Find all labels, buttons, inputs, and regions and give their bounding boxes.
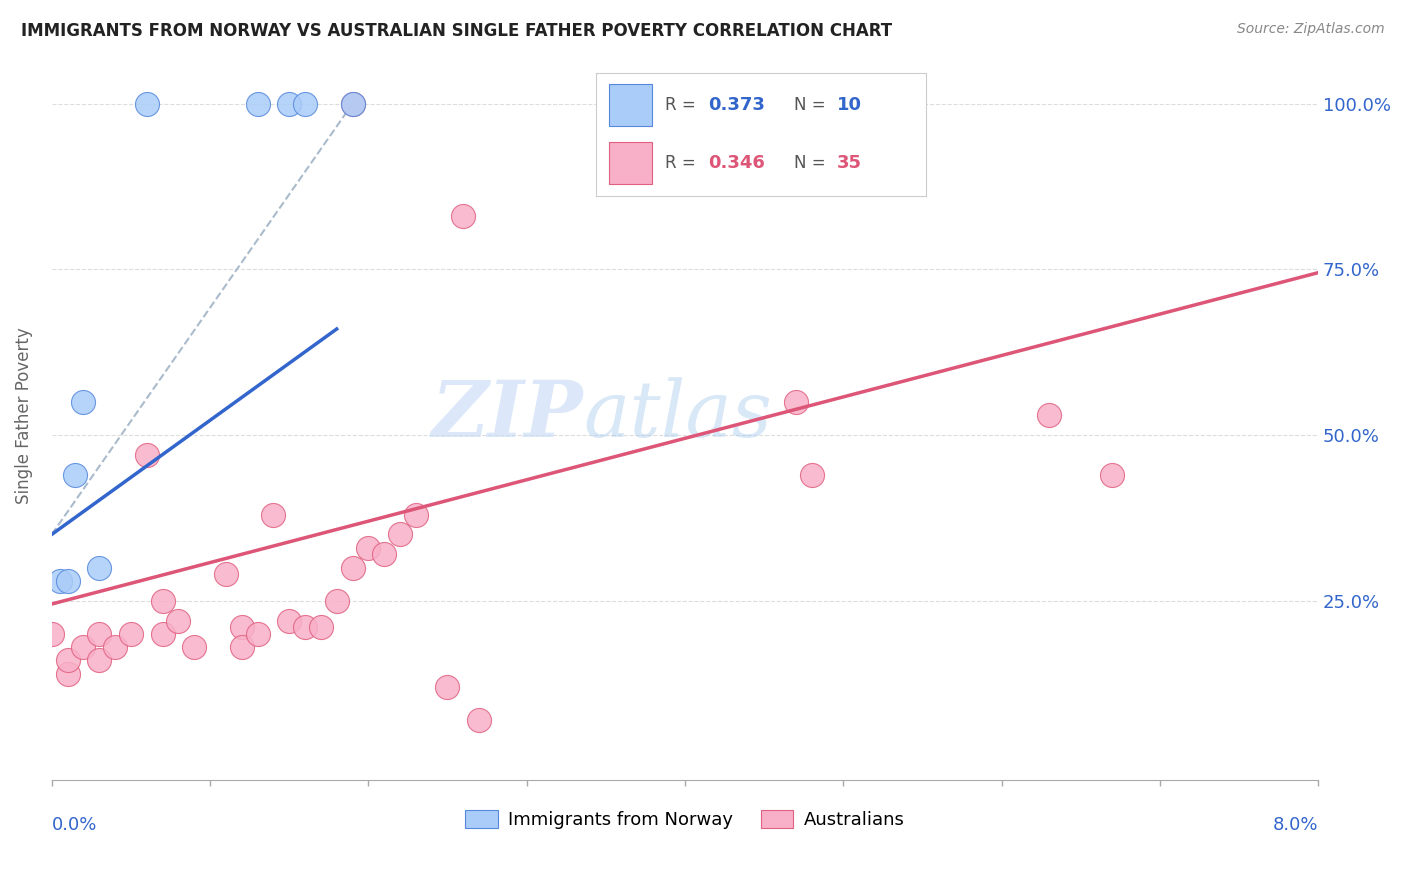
Point	[152, 627, 174, 641]
Point	[468, 713, 491, 727]
Point	[231, 640, 253, 654]
Point	[167, 614, 190, 628]
Point	[56, 666, 79, 681]
Point	[453, 210, 475, 224]
Point	[373, 547, 395, 561]
Point	[262, 508, 284, 522]
Point	[1038, 408, 1060, 422]
Point	[89, 560, 111, 574]
Point	[215, 567, 238, 582]
Point	[72, 395, 94, 409]
Point	[231, 620, 253, 634]
Point	[309, 620, 332, 634]
Point	[89, 653, 111, 667]
Point	[342, 96, 364, 111]
Point	[135, 96, 157, 111]
Point	[120, 627, 142, 641]
Text: IMMIGRANTS FROM NORWAY VS AUSTRALIAN SINGLE FATHER POVERTY CORRELATION CHART: IMMIGRANTS FROM NORWAY VS AUSTRALIAN SIN…	[21, 22, 893, 40]
Point	[436, 680, 458, 694]
Text: 0.0%: 0.0%	[52, 816, 97, 834]
Point	[800, 467, 823, 482]
Point	[104, 640, 127, 654]
Point	[48, 574, 70, 588]
Point	[278, 96, 301, 111]
Point	[246, 96, 269, 111]
Point	[325, 593, 347, 607]
Point	[135, 448, 157, 462]
Point	[294, 96, 316, 111]
Point	[357, 541, 380, 555]
Point	[388, 527, 411, 541]
Point	[41, 627, 63, 641]
Y-axis label: Single Father Poverty: Single Father Poverty	[15, 326, 32, 503]
Point	[342, 560, 364, 574]
Point	[405, 508, 427, 522]
Point	[183, 640, 205, 654]
Point	[246, 627, 269, 641]
Text: Source: ZipAtlas.com: Source: ZipAtlas.com	[1237, 22, 1385, 37]
Point	[294, 620, 316, 634]
Text: 8.0%: 8.0%	[1272, 816, 1319, 834]
Point	[1101, 467, 1123, 482]
Point	[278, 614, 301, 628]
Text: atlas: atlas	[583, 377, 772, 453]
Point	[65, 467, 87, 482]
Point	[152, 593, 174, 607]
Text: ZIP: ZIP	[432, 377, 583, 453]
Point	[72, 640, 94, 654]
Point	[56, 653, 79, 667]
Point	[56, 574, 79, 588]
Point	[89, 627, 111, 641]
Point	[785, 395, 807, 409]
Point	[342, 96, 364, 111]
Legend: Immigrants from Norway, Australians: Immigrants from Norway, Australians	[458, 803, 912, 836]
